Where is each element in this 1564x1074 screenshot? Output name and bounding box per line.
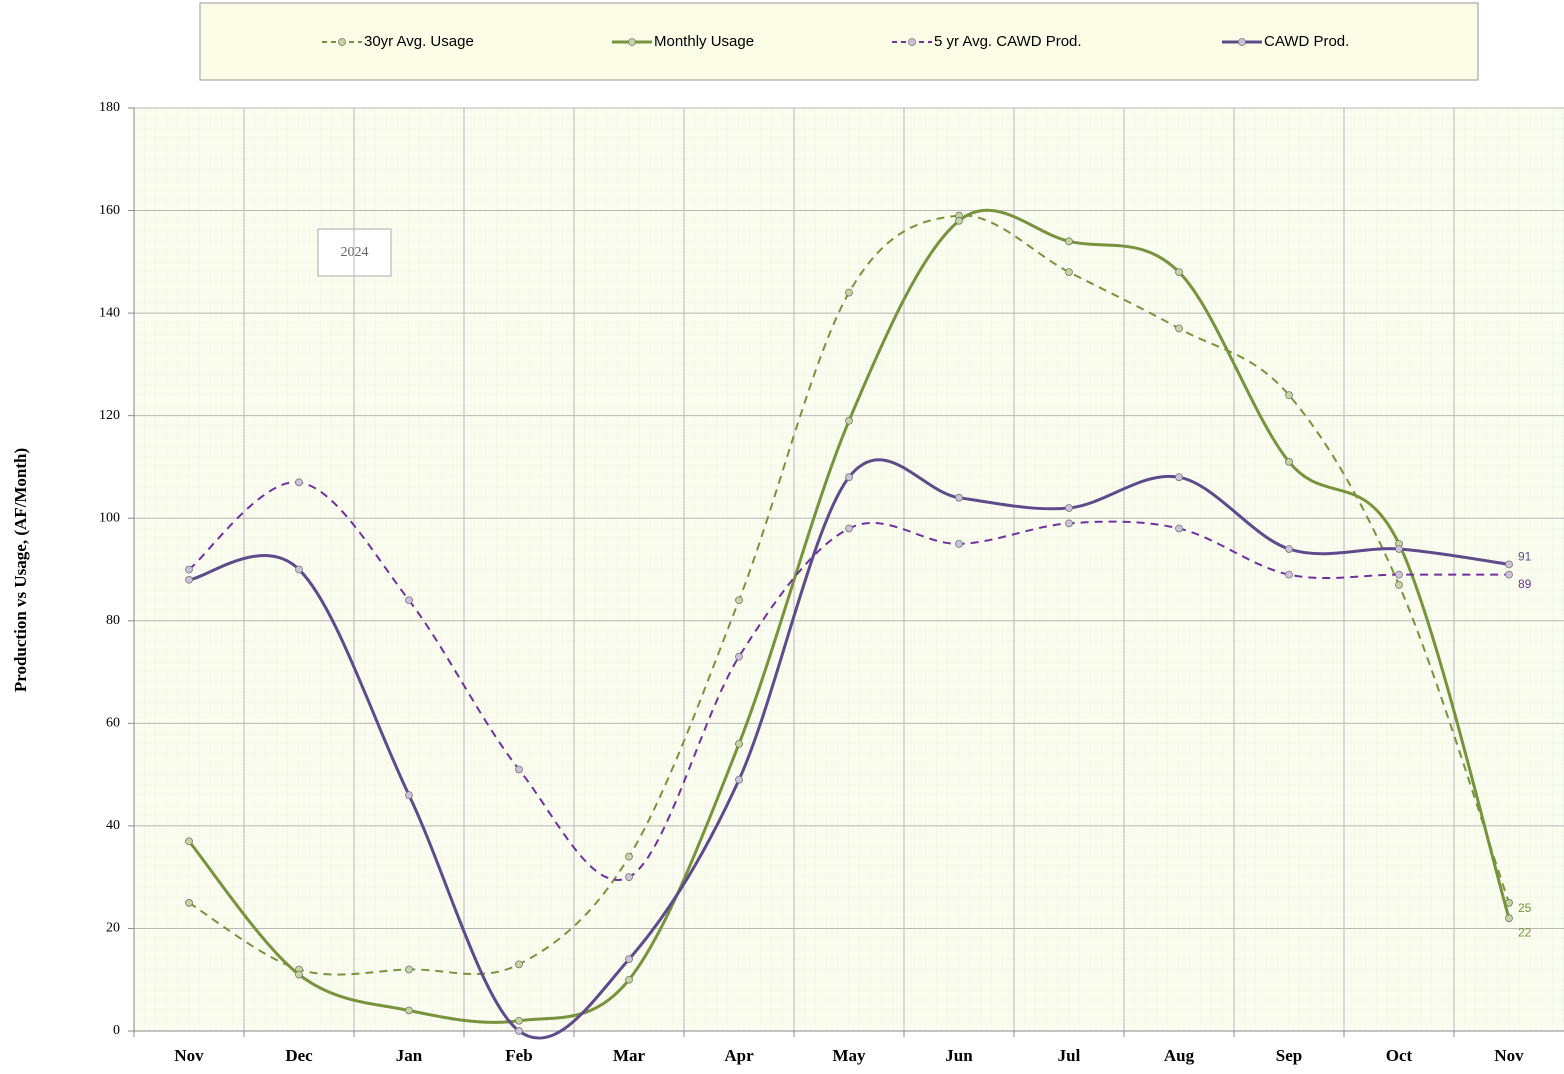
marker: [1505, 914, 1513, 923]
y-tick-label: 180: [99, 100, 120, 115]
x-tick-label: Feb: [505, 1046, 532, 1065]
marker: [955, 216, 963, 225]
marker: [185, 898, 193, 907]
marker: [1285, 545, 1293, 553]
y-tick-label: 140: [99, 305, 120, 320]
x-tick-label: Mar: [613, 1046, 646, 1065]
marker: [735, 652, 743, 661]
y-tick-label: 120: [99, 408, 120, 423]
legend-marker: [1238, 38, 1246, 46]
marker: [1505, 570, 1513, 579]
x-tick-label: Dec: [285, 1046, 313, 1065]
marker: [1285, 570, 1293, 579]
legend-label: CAWD Prod.: [1264, 33, 1349, 50]
marker: [845, 524, 853, 533]
legend-marker: [908, 38, 916, 46]
y-tick-label: 40: [106, 818, 120, 833]
x-tick-label: Nov: [1494, 1046, 1524, 1065]
marker: [295, 970, 303, 979]
marker: [1175, 268, 1183, 276]
marker: [405, 965, 413, 974]
marker: [1175, 324, 1183, 333]
y-tick-label: 160: [99, 203, 120, 218]
marker: [845, 288, 853, 297]
marker: [405, 596, 413, 605]
marker: [625, 955, 633, 964]
marker: [845, 416, 853, 425]
marker: [625, 852, 633, 861]
marker: [1505, 560, 1513, 569]
marker: [1285, 391, 1293, 400]
legend: [199, 2, 1479, 81]
legend-label: 30yr Avg. Usage: [364, 33, 474, 50]
y-tick-label: 20: [106, 921, 120, 936]
series-line: [187, 208, 1511, 1024]
marker: [1285, 457, 1293, 466]
marker: [1175, 524, 1183, 533]
marker: [515, 960, 523, 969]
data-label: 91: [1518, 550, 1532, 564]
marker: [185, 565, 193, 574]
marker: [735, 739, 743, 748]
series-line: [188, 481, 1509, 881]
x-tick-label: Nov: [174, 1046, 204, 1065]
marker: [955, 539, 963, 548]
marker: [405, 791, 413, 800]
marker: [185, 575, 193, 584]
marker: [1065, 519, 1073, 528]
marker: [515, 765, 523, 774]
x-tick-label: Jul: [1058, 1046, 1081, 1065]
data-label: 22: [1518, 925, 1532, 939]
x-tick-label: Apr: [724, 1046, 754, 1065]
data-label: 89: [1518, 577, 1532, 591]
marker: [185, 837, 193, 846]
y-tick-label: 80: [106, 613, 120, 628]
y-tick-label: 0: [113, 1023, 120, 1038]
marker: [295, 565, 303, 574]
marker: [1395, 570, 1403, 579]
y-tick-label: 100: [99, 510, 120, 525]
legend-label: Monthly Usage: [654, 33, 754, 50]
marker: [845, 473, 853, 482]
x-tick-label: Aug: [1164, 1046, 1195, 1065]
marker: [405, 1006, 413, 1015]
marker: [1065, 268, 1073, 276]
x-tick-label: Jan: [396, 1046, 423, 1065]
legend-marker: [628, 38, 636, 46]
marker: [955, 493, 963, 502]
x-tick-label: May: [832, 1046, 866, 1065]
marker: [1065, 237, 1073, 246]
x-tick-label: Jun: [945, 1046, 973, 1065]
x-tick-label: Oct: [1386, 1046, 1413, 1065]
y-axis-label: Production vs Usage, (AF/Month): [11, 448, 30, 692]
marker: [1065, 504, 1073, 512]
marker: [735, 775, 743, 784]
marker: [625, 873, 633, 882]
marker: [1395, 580, 1403, 589]
x-tick-label: Sep: [1276, 1046, 1302, 1065]
marker: [515, 1027, 523, 1035]
marker: [515, 1016, 523, 1025]
legend-marker: [338, 38, 346, 46]
marker: [625, 975, 633, 984]
marker: [295, 478, 303, 487]
marker: [735, 596, 743, 605]
data-label: 25: [1518, 901, 1532, 915]
marker: [1395, 545, 1403, 553]
legend-label: 5 yr Avg. CAWD Prod.: [934, 33, 1082, 50]
y-tick-label: 60: [106, 716, 120, 731]
marker: [1175, 473, 1183, 482]
